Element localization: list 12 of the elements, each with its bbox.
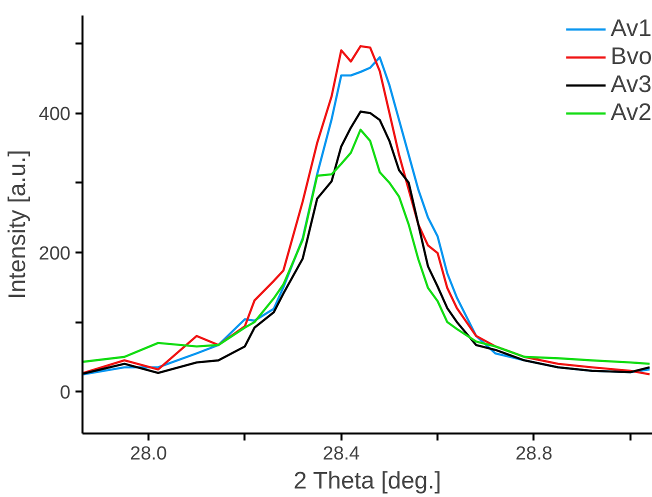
x-tick-label: 28.8 <box>515 444 552 464</box>
legend-label: Av3 <box>610 71 652 99</box>
legend-label: Av1 <box>610 15 652 43</box>
x-tick-label: 28.4 <box>322 444 360 464</box>
y-tick-label: 0 <box>60 382 71 404</box>
legend-label: Av2 <box>610 99 652 127</box>
x-tick-label: 28.0 <box>130 444 168 464</box>
y-tick-label: 400 <box>38 104 70 126</box>
y-tick-label: 200 <box>38 243 70 264</box>
legend-label: Bvo <box>610 43 652 71</box>
x-axis-title: 2 Theta [deg.] <box>293 468 442 494</box>
y-axis-title: Intensity [a.u.] <box>4 150 31 300</box>
